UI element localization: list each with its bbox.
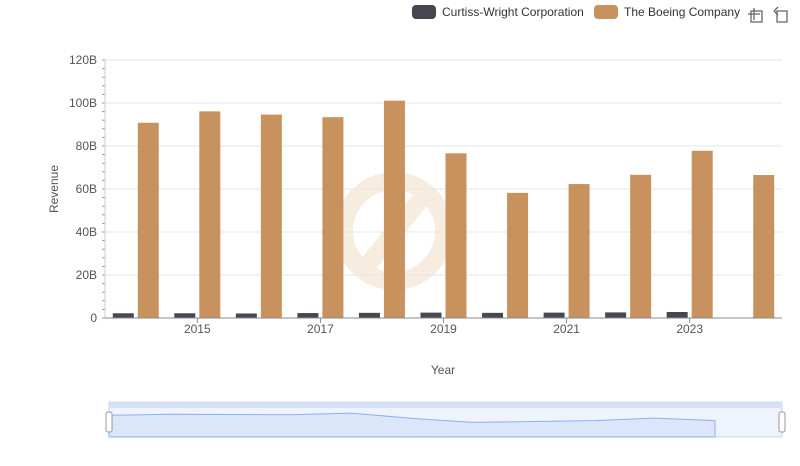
zoom-reset-icon[interactable] <box>773 6 788 23</box>
bar-curtiss-wright-2021[interactable] <box>543 312 565 318</box>
bar-curtiss-wright-2020[interactable] <box>482 312 504 318</box>
bar-series <box>112 100 775 318</box>
zoom-icon-box <box>750 10 763 23</box>
zoom-select-icon[interactable] <box>748 8 763 23</box>
reset-icon-arrow <box>773 6 779 16</box>
legend-swatch <box>594 5 618 19</box>
y-tick-label: 40B <box>76 225 97 239</box>
y-tick-label: 80B <box>76 139 97 153</box>
bar-curtiss-wright-2019[interactable] <box>420 312 442 318</box>
y-tick-label: 100B <box>69 96 97 110</box>
x-tick-label: 2023 <box>676 322 703 336</box>
bar-curtiss-wright-2014[interactable] <box>112 313 134 318</box>
bar-curtiss-wright-2022[interactable] <box>605 312 627 318</box>
bar-boeing-2018[interactable] <box>383 100 405 318</box>
bar-boeing-2014[interactable] <box>137 122 159 318</box>
chart-toolbar <box>748 6 788 23</box>
bar-boeing-2016[interactable] <box>260 114 282 318</box>
bar-boeing-2019[interactable] <box>445 153 467 318</box>
x-axis-title: Year <box>431 363 455 377</box>
bar-boeing-2017[interactable] <box>322 117 344 318</box>
zoom-handle-left[interactable] <box>105 411 113 433</box>
bar-boeing-2015[interactable] <box>199 111 221 318</box>
bar-curtiss-wright-2018[interactable] <box>358 312 380 318</box>
bar-boeing-2020[interactable] <box>507 192 529 318</box>
zoom-slider <box>105 401 786 438</box>
zoom-top-bar[interactable] <box>109 402 782 408</box>
x-tick-label: 2017 <box>307 322 334 336</box>
legend-label: The Boeing Company <box>624 5 740 19</box>
axes: 0 20B 40B 60B 80B 100B 120B 2015 2017 2019 2021 202… <box>47 53 782 377</box>
y-tick-label: 60B <box>76 182 97 196</box>
x-tick-label: 2019 <box>430 322 457 336</box>
legend-label: Curtiss-Wright Corporation <box>442 5 584 19</box>
bar-curtiss-wright-2015[interactable] <box>174 313 196 318</box>
bar-curtiss-wright-2016[interactable] <box>235 313 257 318</box>
zoom-mini-area <box>108 412 716 438</box>
bar-curtiss-wright-2017[interactable] <box>297 313 319 318</box>
bar-boeing-2023[interactable] <box>691 150 713 318</box>
legend-item-boeing[interactable]: The Boeing Company <box>594 5 740 19</box>
x-tick-label: 2015 <box>184 322 211 336</box>
legend-item-curtiss-wright[interactable]: Curtiss-Wright Corporation <box>412 5 584 19</box>
x-tick-label: 2021 <box>553 322 580 336</box>
legend: Curtiss-Wright Corporation The Boeing Com… <box>412 5 740 19</box>
bar-curtiss-wright-2023[interactable] <box>666 311 688 318</box>
zoom-icon-cross <box>748 8 760 20</box>
bar-boeing-2021[interactable] <box>568 184 590 318</box>
legend-swatch <box>412 5 436 19</box>
bar-boeing-2024[interactable] <box>753 175 775 318</box>
reset-icon-box <box>776 10 788 23</box>
y-tick-label: 20B <box>76 268 97 282</box>
bar-boeing-2022[interactable] <box>630 174 652 318</box>
zoom-handle-right[interactable] <box>778 411 786 433</box>
y-tick-label: 0 <box>90 311 97 325</box>
y-tick-label: 120B <box>69 53 97 67</box>
y-axis-title: Revenue <box>47 165 61 213</box>
